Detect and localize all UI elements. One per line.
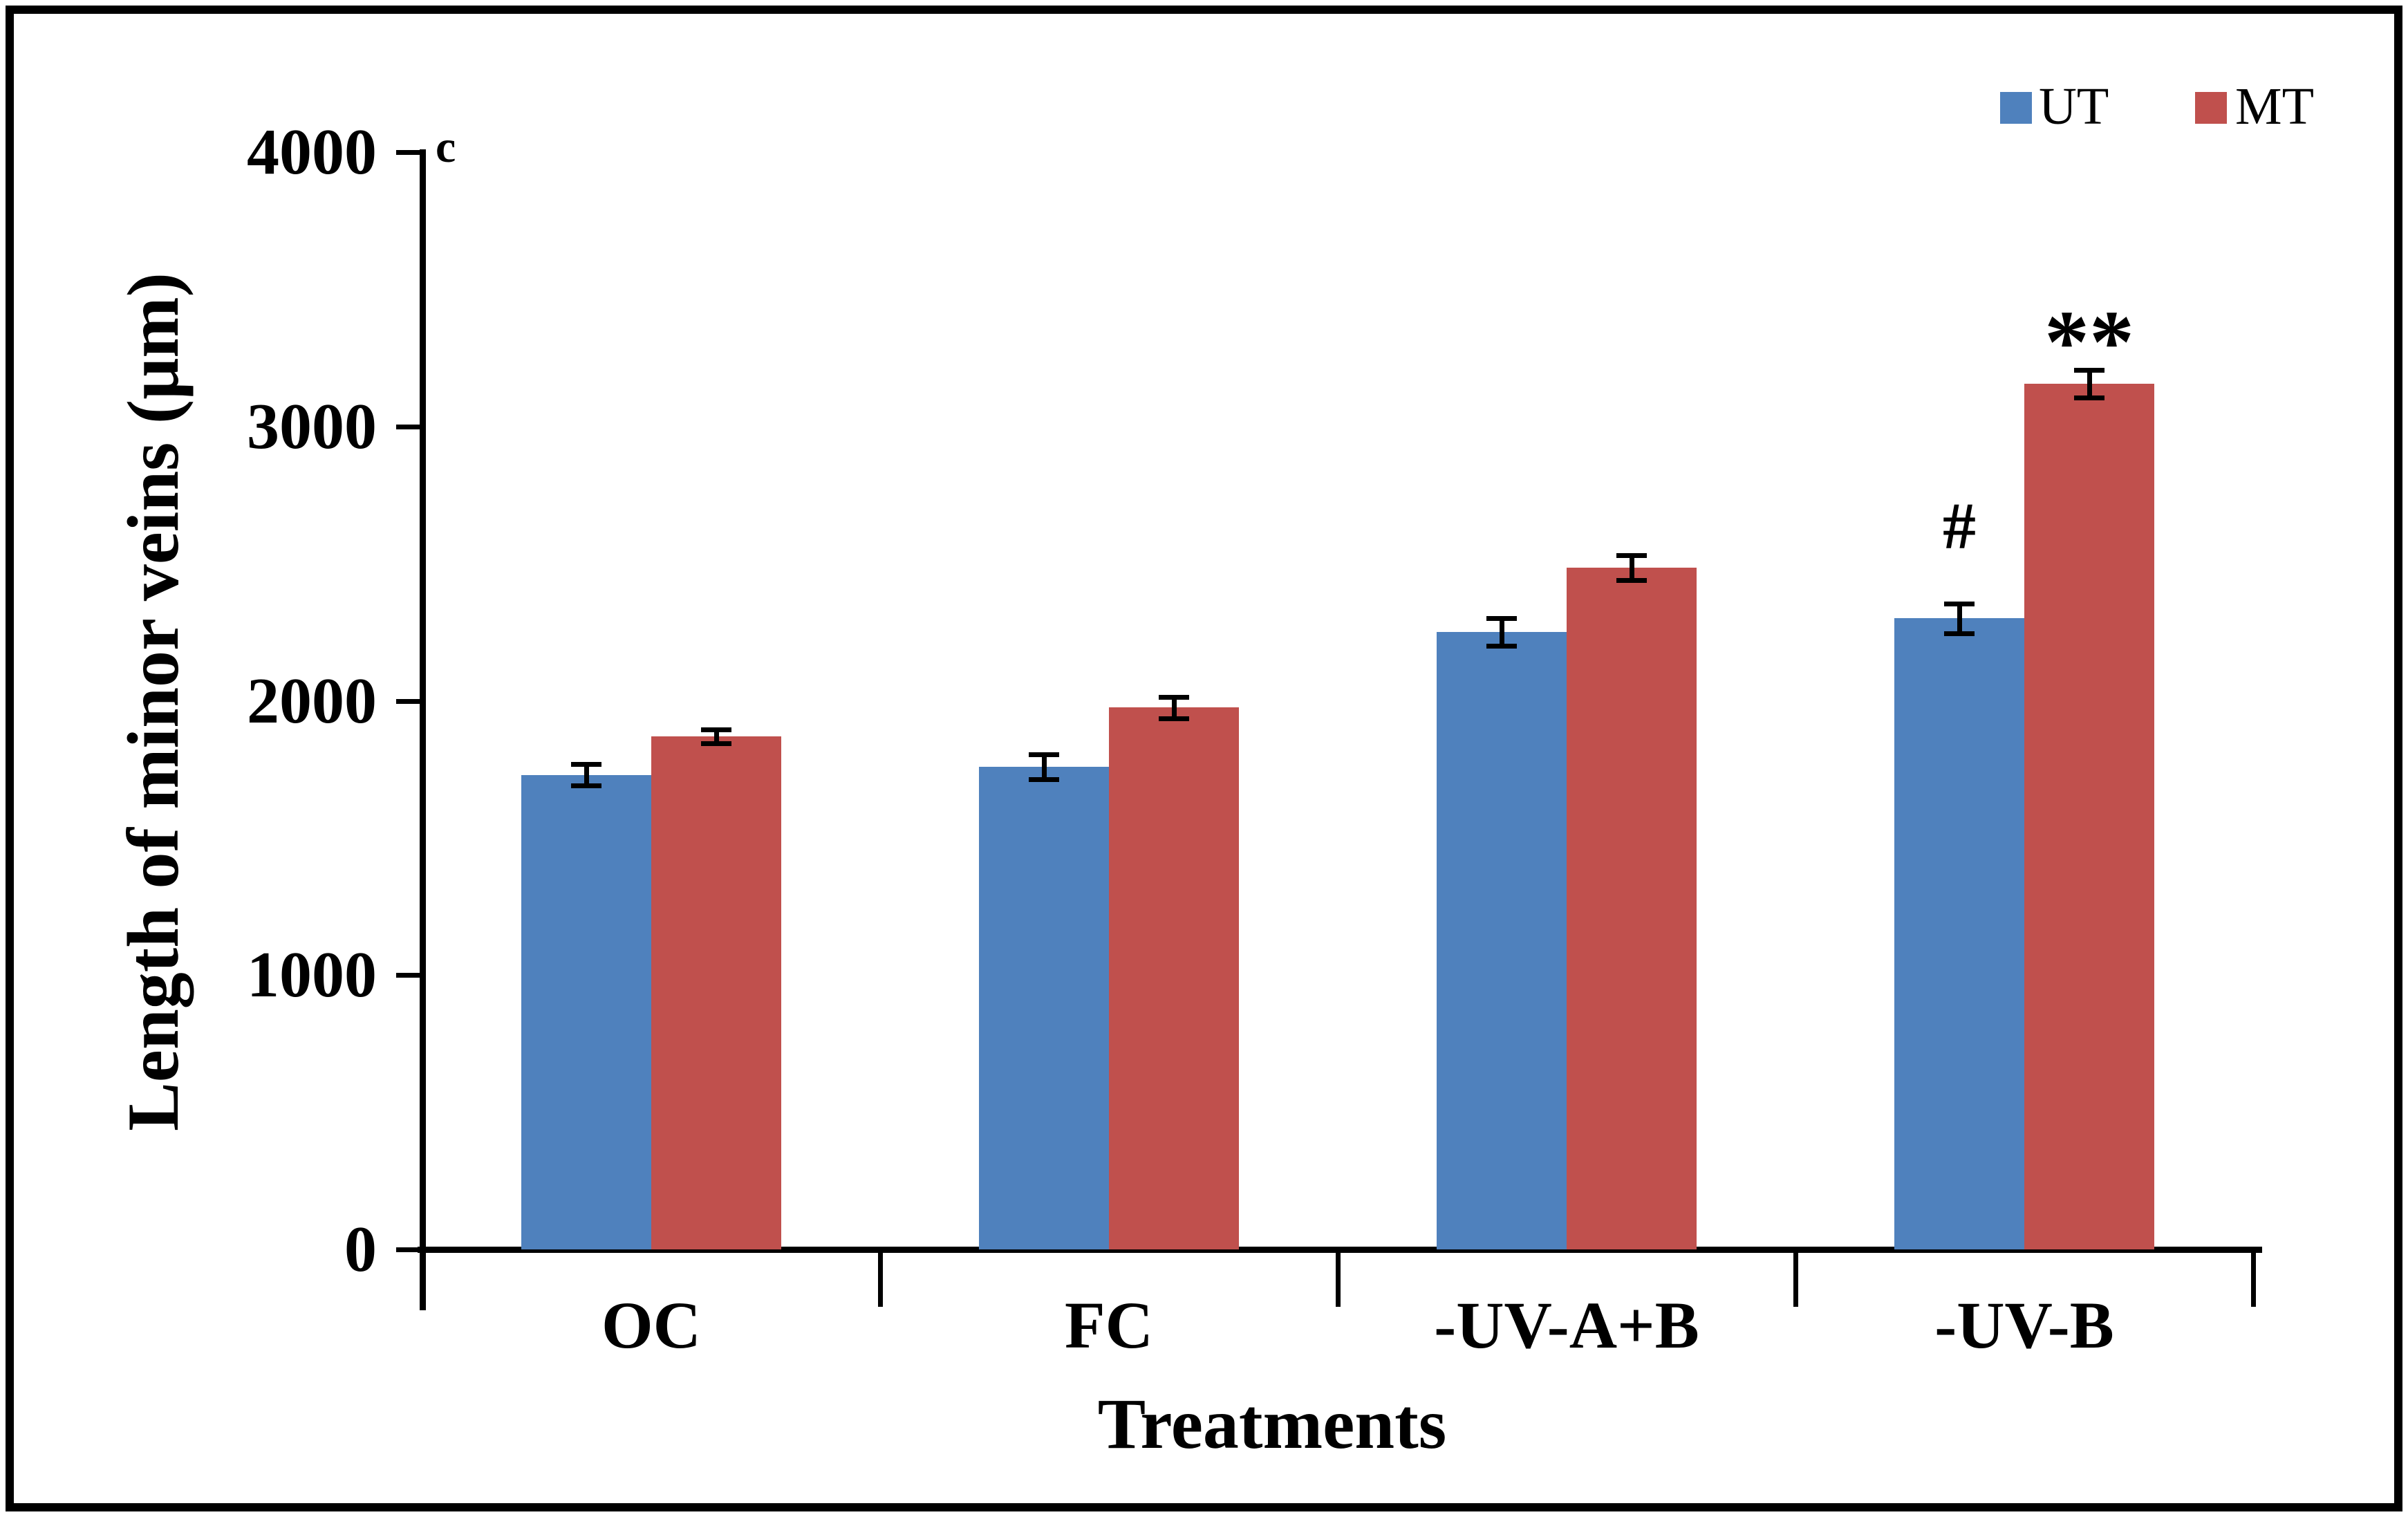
error-bar-cap-top: [1486, 616, 1517, 622]
y-tick: [396, 150, 422, 155]
bar-mt-OC: [651, 736, 781, 1249]
x-category-label: -UV-A+B: [1434, 1288, 1699, 1362]
error-bar-whisker: [1500, 618, 1504, 646]
bar-mt-FC: [1109, 707, 1239, 1249]
x-axis-title: Treatments: [1097, 1384, 1447, 1464]
x-category-label: FC: [1065, 1288, 1153, 1362]
error-bar-cap-bottom: [571, 783, 601, 789]
error-bar-cap-top: [1944, 601, 1975, 606]
y-tick: [396, 1247, 422, 1252]
y-tick-label: 1000: [247, 939, 377, 1012]
error-bar-cap-top: [1616, 553, 1647, 559]
bar-ut--UV-B: [1894, 618, 2024, 1249]
panel-label: c: [436, 122, 456, 172]
error-bar-cap-bottom: [1486, 644, 1517, 649]
y-tick-label: 4000: [247, 116, 377, 188]
error-bar-cap-bottom: [2074, 395, 2104, 401]
error-bar-whisker: [1957, 603, 1962, 634]
error-bar-cap-top: [571, 761, 601, 767]
error-bar-cap-bottom: [1029, 776, 1059, 782]
x-tick: [1793, 1249, 1798, 1307]
error-bar-cap-bottom: [1159, 716, 1189, 722]
y-tick: [396, 698, 422, 704]
significance-annotation: #: [1943, 489, 1976, 564]
error-bar-cap-bottom: [1944, 631, 1975, 637]
significance-annotation: **: [2044, 292, 2134, 393]
bar-ut-OC: [521, 774, 651, 1249]
bar-mt--UV-B: [2024, 384, 2154, 1249]
error-bar-whisker: [584, 763, 589, 786]
legend-label-ut: UT: [2039, 77, 2109, 136]
x-tick: [878, 1249, 883, 1307]
x-tick: [2251, 1249, 2256, 1307]
error-bar-whisker: [2087, 370, 2092, 398]
error-bar-cap-top: [701, 727, 731, 733]
error-bar-whisker: [1630, 555, 1634, 580]
bar-ut--UV-A+B: [1437, 632, 1567, 1249]
y-tick: [396, 973, 422, 978]
bar-mt--UV-A+B: [1567, 568, 1697, 1249]
y-axis-line: [420, 149, 426, 1310]
figure-border: [6, 6, 2402, 1511]
x-tick: [1336, 1249, 1341, 1307]
legend-swatch-ut: [2000, 92, 2032, 124]
bar-ut-FC: [979, 766, 1109, 1249]
y-tick: [396, 424, 422, 429]
legend-label-mt: MT: [2235, 77, 2314, 136]
error-bar-cap-top: [1029, 752, 1059, 757]
error-bar-whisker: [1172, 696, 1177, 719]
legend-swatch-mt: [2195, 92, 2227, 124]
x-category-label: -UV-B: [1934, 1288, 2114, 1362]
error-bar-whisker: [714, 729, 719, 743]
error-bar-cap-bottom: [1616, 577, 1647, 583]
error-bar-cap-bottom: [701, 741, 731, 746]
x-tick: [420, 1249, 425, 1307]
y-tick-label: 0: [344, 1213, 377, 1285]
error-bar-cap-top: [2074, 368, 2104, 373]
y-tick-label: 3000: [247, 390, 377, 463]
x-category-label: OC: [601, 1288, 701, 1362]
error-bar-whisker: [1042, 754, 1047, 779]
error-bar-cap-top: [1159, 694, 1189, 700]
y-tick-label: 2000: [247, 664, 377, 737]
